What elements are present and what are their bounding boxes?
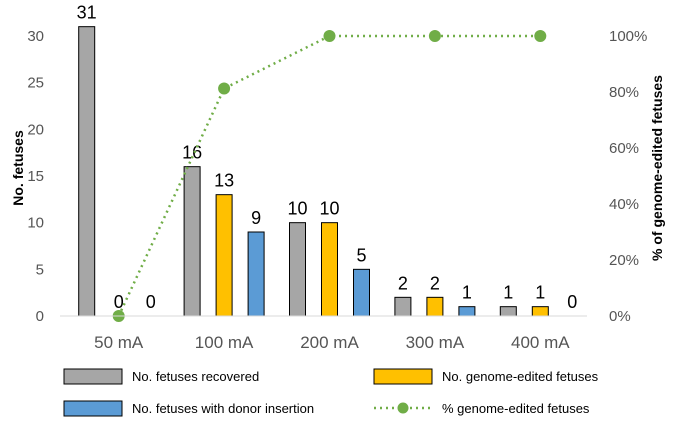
bar-value-label: 0 (146, 292, 156, 312)
x-category-label: 400 mA (511, 333, 570, 352)
y2-tick-label: 100% (609, 28, 647, 45)
y-tick-label: 0 (36, 308, 44, 325)
legend-label-percent: % genome-edited fetuses (442, 401, 590, 416)
bar-value-label: 13 (214, 171, 234, 191)
bar (426, 296, 444, 317)
legend-label-recovered: No. fetuses recovered (132, 369, 259, 384)
percent-point (323, 30, 336, 42)
y2-tick-label: 20% (609, 252, 639, 269)
y-tick-label: 5 (36, 261, 44, 278)
bar (215, 194, 233, 317)
y2-tick-label: 60% (609, 140, 639, 157)
y-tick-label: 15 (27, 168, 44, 185)
bar-value-label: 5 (356, 245, 366, 265)
bar (247, 231, 265, 317)
legend-swatch-percent-marker (397, 402, 409, 414)
bar-value-label: 1 (503, 283, 513, 303)
y2-tick-label: 0% (609, 308, 631, 325)
bar-value-label: 31 (77, 3, 97, 23)
percent-point (534, 30, 547, 42)
x-category-label: 300 mA (406, 333, 465, 352)
percent-line-series (112, 30, 547, 322)
bar (394, 296, 412, 317)
legend-label-donor-insertion: No. fetuses with donor insertion (132, 401, 314, 416)
bar-value-label: 9 (251, 208, 261, 228)
right-axis-ticks: 0% 20% 40% 60% 80% 100% (609, 28, 647, 325)
bar (321, 222, 338, 317)
legend-item-genome-edited: No. genome-edited fetuses (373, 368, 599, 385)
y-axis-title: No. fetuses (10, 130, 26, 206)
bar (289, 222, 306, 317)
y2-tick-label: 80% (609, 84, 639, 101)
legend-item-recovered: No. fetuses recovered (63, 368, 259, 385)
percent-point (218, 82, 231, 95)
bar-value-label: 16 (182, 143, 202, 163)
legend-swatch-genome-edited (373, 368, 433, 385)
bar (183, 166, 201, 317)
percent-point (428, 30, 441, 42)
left-axis-ticks: 0 5 10 15 20 25 30 (27, 28, 44, 325)
bar-value-label: 10 (287, 199, 307, 219)
y-tick-label: 30 (27, 28, 44, 45)
x-axis-categories: 50 mA 100 mA 200 mA 300 mA 400 mA (94, 333, 570, 352)
y-tick-label: 25 (27, 75, 44, 92)
bar-value-label: 0 (114, 292, 124, 312)
legend-item-donor-insertion: No. fetuses with donor insertion (63, 400, 314, 417)
bar (353, 268, 370, 317)
bar-series-group (78, 26, 549, 317)
legend-swatch-recovered (63, 368, 123, 385)
bar-value-label: 1 (462, 283, 472, 303)
legend-label-genome-edited: No. genome-edited fetuses (442, 369, 599, 384)
x-category-label: 200 mA (300, 333, 359, 352)
bar (531, 306, 549, 317)
bar-value-label: 2 (430, 273, 440, 293)
bar-value-label: 2 (398, 273, 408, 293)
legend-item-percent: % genome-edited fetuses (374, 401, 590, 416)
bar (78, 26, 96, 317)
bar-value-label: 1 (535, 283, 545, 303)
y-tick-label: 20 (27, 121, 44, 138)
bar (499, 306, 517, 317)
bar-value-label: 10 (319, 199, 339, 219)
y2-tick-label: 40% (609, 196, 639, 213)
x-category-label: 50 mA (94, 333, 144, 352)
y2-axis-title: % of genome-edited fetuses (649, 75, 665, 261)
legend-swatch-donor-insertion (63, 400, 123, 417)
bar (458, 306, 476, 317)
legend: No. fetuses recovered No. genome-edited … (63, 368, 599, 417)
bar-value-label: 0 (567, 292, 577, 312)
y-tick-label: 10 (27, 215, 44, 232)
x-category-label: 100 mA (195, 333, 254, 352)
